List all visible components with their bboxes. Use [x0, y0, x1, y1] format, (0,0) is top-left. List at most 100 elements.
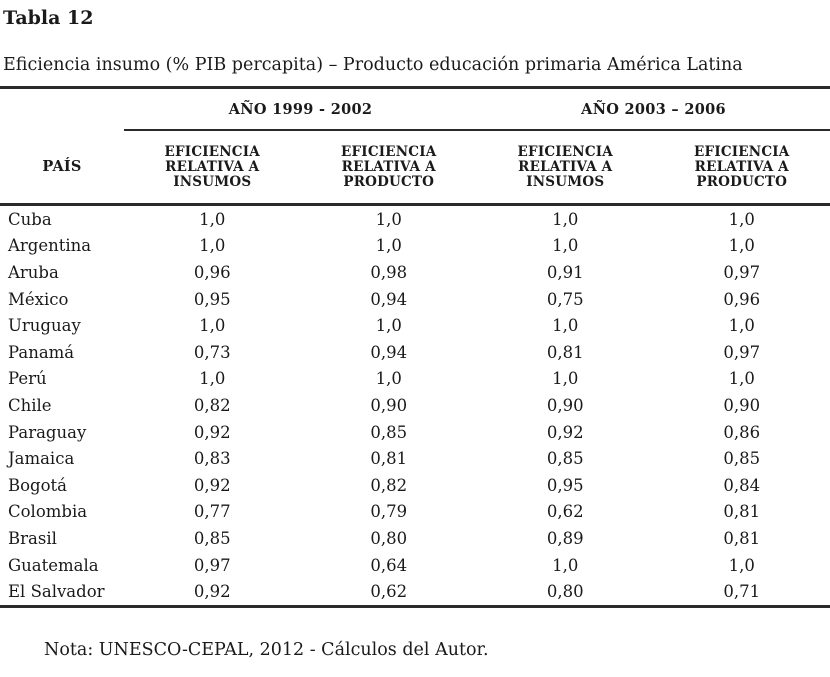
table-row: Bogotá 0,92 0,82 0,95 0,84 — [0, 472, 830, 499]
cell-value: 0,91 — [546, 262, 584, 282]
cell-country: Argentina — [8, 236, 92, 256]
cell-country: Jamaica — [8, 449, 75, 469]
cell-value: 1,0 — [728, 369, 755, 389]
table-row: Cuba 1,0 1,0 1,0 1,0 — [0, 205, 830, 233]
cell-value: 0,75 — [546, 289, 584, 309]
cell-value: 1,0 — [552, 555, 579, 575]
cell-country: Paraguay — [8, 422, 87, 442]
cell-country: Cuba — [8, 209, 52, 229]
table-row: Uruguay 1,0 1,0 1,0 1,0 — [0, 312, 830, 339]
column-header-insumos-1999: EFICIENCIA RELATIVA A INSUMOS — [124, 130, 301, 206]
table-title: Eficiencia insumo (% PIB percapita) – Pr… — [3, 55, 743, 75]
table-row: Argentina 1,0 1,0 1,0 1,0 — [0, 233, 830, 260]
column-header-row: PAÍS EFICIENCIA RELATIVA A INSUMOS EFICI… — [0, 130, 830, 206]
year-group-2003-2006: AÑO 2003 – 2006 — [477, 87, 830, 131]
cell-value: 0,90 — [370, 395, 408, 415]
cell-value: 0,97 — [723, 342, 761, 362]
cell-value: 0,83 — [193, 449, 231, 469]
cell-value: 0,73 — [193, 342, 231, 362]
cell-value: 0,95 — [193, 289, 231, 309]
column-header-insumos-2003: EFICIENCIA RELATIVA A INSUMOS — [477, 130, 654, 206]
column-header-text: EFICIENCIA RELATIVA A PRODUCTO — [694, 143, 790, 190]
cell-value: 0,62 — [546, 502, 584, 522]
column-header-text: EFICIENCIA RELATIVA A PRODUCTO — [341, 143, 437, 190]
country-column-header: PAÍS — [0, 130, 124, 206]
cell-value: 1,0 — [375, 316, 402, 336]
cell-value: 0,98 — [370, 262, 408, 282]
column-header-producto-1999: EFICIENCIA RELATIVA A PRODUCTO — [300, 130, 478, 206]
cell-value: 0,90 — [723, 395, 761, 415]
cell-value: 0,94 — [370, 342, 408, 362]
table-label: Tabla 12 — [3, 7, 94, 29]
cell-value: 0,96 — [723, 289, 761, 309]
cell-value: 0,89 — [546, 528, 584, 548]
cell-value: 0,94 — [370, 289, 408, 309]
header-corner-spacer — [0, 88, 124, 131]
cell-value: 0,79 — [370, 502, 408, 522]
cell-value: 0,81 — [723, 502, 761, 522]
column-header-producto-2003: EFICIENCIA RELATIVA A PRODUCTO — [653, 130, 830, 206]
cell-country: Aruba — [8, 262, 59, 282]
cell-value: 1,0 — [552, 209, 579, 229]
cell-value: 1,0 — [728, 236, 755, 256]
table-header: AÑO 1999 - 2002 AÑO 2003 – 2006 PAÍS EFI… — [0, 87, 830, 206]
table-note: Nota: UNESCO-CEPAL, 2012 - Cálculos del … — [44, 639, 489, 660]
cell-country: Panamá — [8, 342, 75, 362]
efficiency-table: AÑO 1999 - 2002 AÑO 2003 – 2006 PAÍS EFI… — [0, 86, 830, 608]
cell-value: 0,81 — [723, 528, 761, 548]
cell-value: 0,97 — [723, 262, 761, 282]
cell-country: Chile — [8, 395, 52, 415]
cell-value: 1,0 — [199, 236, 226, 256]
cell-value: 0,90 — [546, 395, 584, 415]
cell-value: 0,85 — [193, 528, 231, 548]
table-row: Panamá 0,73 0,94 0,81 0,97 — [0, 339, 830, 366]
cell-value: 0,95 — [546, 475, 584, 495]
cell-value: 0,82 — [370, 475, 408, 495]
cell-country: El Salvador — [8, 582, 105, 602]
cell-value: 1,0 — [552, 316, 579, 336]
cell-value: 0,82 — [193, 395, 231, 415]
cell-value: 0,92 — [193, 422, 231, 442]
table-row: El Salvador 0,92 0,62 0,80 0,71 — [0, 578, 830, 606]
cell-value: 0,77 — [193, 502, 231, 522]
cell-value: 1,0 — [728, 555, 755, 575]
cell-value: 0,96 — [193, 262, 231, 282]
cell-country: Brasil — [8, 528, 57, 548]
table-body: Cuba 1,0 1,0 1,0 1,0 Argentina 1,0 1,0 1,0 1,0 Aru… — [0, 205, 830, 607]
cell-value: 0,80 — [546, 582, 584, 602]
table-row: México 0,95 0,94 0,75 0,96 — [0, 286, 830, 313]
cell-country: Perú — [8, 369, 47, 389]
cell-value: 0,80 — [370, 528, 408, 548]
cell-value: 1,0 — [199, 316, 226, 336]
cell-value: 1,0 — [375, 209, 402, 229]
table-row: Paraguay 0,92 0,85 0,92 0,86 — [0, 419, 830, 446]
cell-value: 0,81 — [370, 449, 408, 469]
cell-country: Bogotá — [8, 475, 68, 495]
table-row: Perú 1,0 1,0 1,0 1,0 — [0, 366, 830, 393]
cell-value: 1,0 — [552, 236, 579, 256]
cell-value: 1,0 — [552, 369, 579, 389]
cell-value: 0,85 — [370, 422, 408, 442]
cell-value: 0,62 — [370, 582, 408, 602]
year-group-1999-2002: AÑO 1999 - 2002 — [124, 87, 478, 131]
cell-value: 0,92 — [193, 582, 231, 602]
cell-value: 1,0 — [199, 369, 226, 389]
cell-value: 1,0 — [375, 369, 402, 389]
cell-value: 0,71 — [723, 582, 761, 602]
cell-value: 0,64 — [370, 555, 408, 575]
column-header-text: EFICIENCIA RELATIVA A INSUMOS — [517, 143, 613, 190]
table-row: Colombia 0,77 0,79 0,62 0,81 — [0, 499, 830, 526]
cell-country: Uruguay — [8, 316, 81, 336]
cell-value: 0,86 — [723, 422, 761, 442]
cell-value: 0,84 — [723, 475, 761, 495]
cell-value: 1,0 — [375, 236, 402, 256]
cell-value: 0,85 — [546, 449, 584, 469]
year-header-row: AÑO 1999 - 2002 AÑO 2003 – 2006 — [0, 87, 830, 131]
cell-country: Colombia — [8, 502, 88, 522]
table-row: Jamaica 0,83 0,81 0,85 0,85 — [0, 445, 830, 472]
cell-value: 1,0 — [199, 209, 226, 229]
table-row: Chile 0,82 0,90 0,90 0,90 — [0, 392, 830, 419]
table-row: Guatemala 0,97 0,64 1,0 1,0 — [0, 552, 830, 579]
cell-value: 1,0 — [728, 316, 755, 336]
